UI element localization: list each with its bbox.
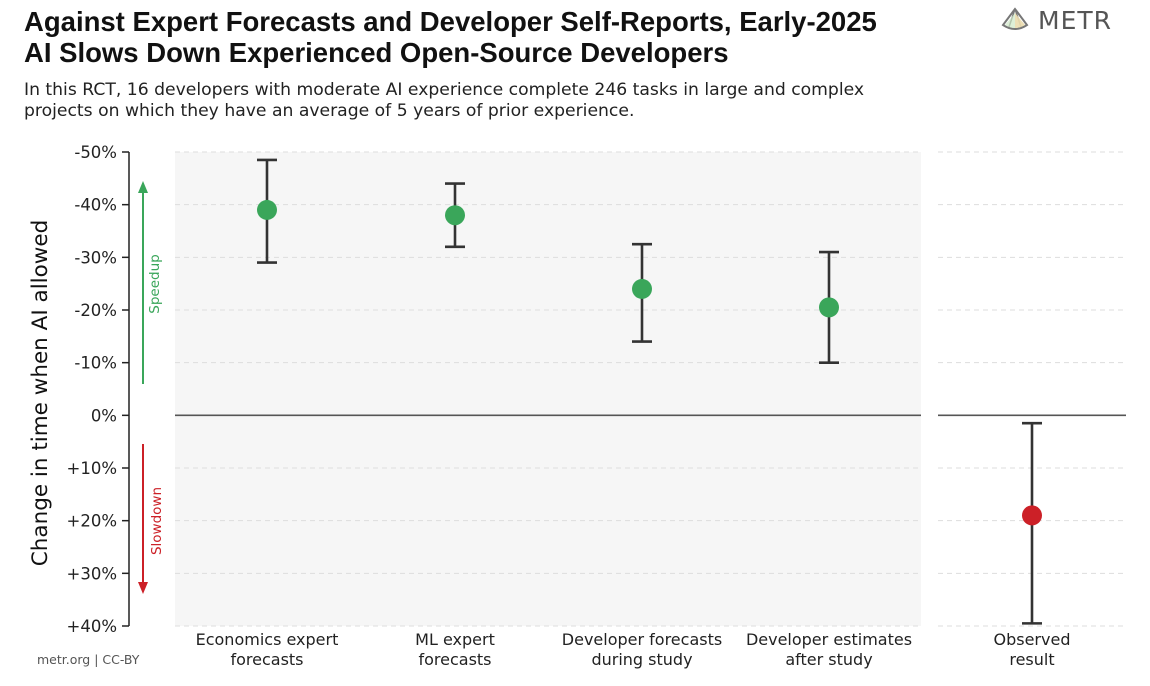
category-label-line-1: Developer forecasts [562,630,722,649]
slowdown-arrow-head [138,582,148,594]
slowdown-label: Slowdown [149,487,165,555]
chart-panels [175,152,1126,626]
data-point [445,205,465,226]
y-axis: -50% -40% -30% -20% -10% 0% +10% +20% +30% +40% Ch… [28,143,130,636]
y-tick-label: +40% [67,617,118,636]
speedup-arrow-head [138,181,148,193]
data-point [1022,505,1042,526]
y-axis-label: Change in time when AI allowed [28,220,53,567]
chart-subtitle: In this RCT, 16 developers with moderate… [24,80,864,122]
category-label-line-1: Economics expert [196,630,339,649]
direction-arrows: Speedup Slowdown [138,181,165,594]
category-label-line-2: after study [785,650,872,669]
footer-credit: metr.org | CC-BY [37,652,140,667]
panel-background [175,152,921,626]
category-label-line-2: forecasts [418,650,491,669]
subtitle-line-1: In this RCT, 16 developers with moderate… [24,80,865,100]
y-tick-label: 0% [91,406,117,425]
y-tick-label: -20% [74,301,117,320]
title-line-2: AI Slows Down Experienced Open-Source De… [24,37,729,68]
data-point [819,297,839,318]
data-point [632,278,652,299]
y-tick-label: -40% [74,196,117,215]
logo-text: METR [1038,6,1113,35]
y-tick-label: +10% [67,459,118,478]
y-tick-label: +30% [67,564,118,583]
speedup-label: Speedup [147,254,163,313]
gridlines [175,151,1126,627]
title-line-1: Against Expert Forecasts and Developer S… [24,6,877,37]
category-label-line-2: during study [591,650,692,669]
category-label-line-2: forecasts [230,650,303,669]
subtitle-line-2: projects on which they have an average o… [24,101,635,121]
y-tick-label: +20% [67,512,118,531]
chart-title: Against Expert Forecasts and Developer S… [24,6,877,68]
y-tick-label: -30% [74,248,117,267]
y-tick-label: -10% [74,354,117,373]
metr-logo-icon [1001,6,1029,30]
category-label-line-1: ML expert [415,630,495,649]
category-label-line-1: Developer estimates [746,630,912,649]
y-tick-label: -50% [74,143,117,162]
data-marks [257,158,1042,625]
category-label-line-1: Observed [994,630,1071,649]
data-point [257,199,277,220]
category-label-line-2: result [1009,650,1054,669]
metr-logo[interactable]: METR [1000,6,1112,35]
